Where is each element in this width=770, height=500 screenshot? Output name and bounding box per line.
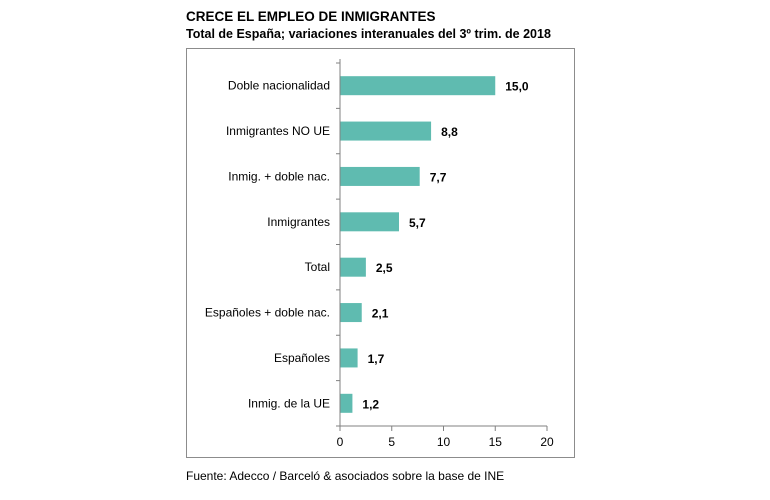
category-label: Inmig. de la UE [248,396,330,410]
bar [340,212,399,232]
bar [340,303,362,323]
value-label: 15,0 [505,80,529,94]
bar [340,257,366,277]
bar [340,121,432,141]
value-label: 2,5 [376,261,393,275]
value-label: 1,2 [362,397,379,411]
x-tick-label: 5 [388,435,395,449]
bar [340,166,420,186]
category-label: Doble nacionalidad [228,79,330,93]
bar [340,348,358,368]
x-tick-label: 15 [489,435,503,449]
category-label: Inmigrantes [267,215,330,229]
chart-title: CRECE EL EMPLEO DE INMIGRANTES [186,9,436,24]
category-label: Españoles [274,351,330,365]
x-tick-label: 0 [337,435,344,449]
value-label: 5,7 [409,216,426,230]
value-label: 8,8 [441,125,458,139]
chart-subtitle: Total de España; variaciones interanuale… [186,27,551,41]
category-label: Total [305,260,330,274]
category-label: Inmigrantes NO UE [226,124,330,138]
x-tick-label: 20 [540,435,554,449]
category-label: Inmig. + doble nac. [228,169,330,183]
value-label: 2,1 [372,307,389,321]
bar-chart: Doble nacionalidad 15,0 Inmigrantes NO UE 8… [205,59,554,449]
x-tick-label: 10 [437,435,451,449]
value-label: 1,7 [368,352,385,366]
bar [340,393,353,413]
chart-frame: Doble nacionalidad 15,0 Inmigrantes NO UE 8… [186,48,575,458]
bar [340,76,496,96]
category-label: Españoles + doble nac. [205,306,330,320]
source-note: Fuente: Adecco / Barceló & asociados sob… [186,469,505,483]
value-label: 7,7 [430,170,447,184]
